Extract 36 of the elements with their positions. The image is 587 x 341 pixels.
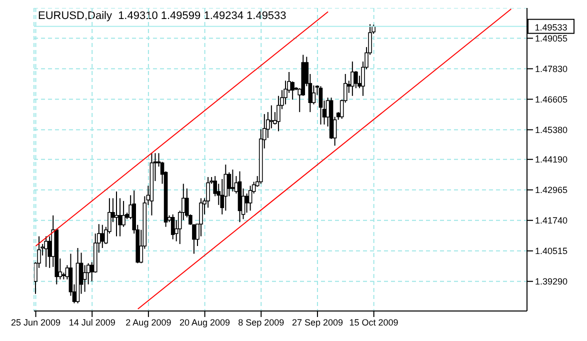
candlestick <box>270 104 274 129</box>
candlestick <box>170 214 175 240</box>
candlestick <box>248 185 252 212</box>
x-tick-label: 20 Aug 2009 <box>180 317 230 328</box>
x-tick-label: 2 Aug 2009 <box>126 317 172 328</box>
y-tick-label: 1.47830 <box>535 64 568 74</box>
y-tick-label: 1.39290 <box>535 276 568 287</box>
candlestick <box>82 264 87 292</box>
candlestick <box>350 61 354 96</box>
candlestick <box>290 80 294 100</box>
candlestick <box>244 192 249 214</box>
x-tick-label: 14 Jul 2009 <box>68 317 116 328</box>
candlestick <box>354 70 358 89</box>
y-tick-label: 1.42965 <box>535 185 568 196</box>
chart-title: EURUSD,Daily 1.49310 1.49599 1.49234 1.49533 <box>38 10 286 22</box>
candlestick <box>122 200 126 228</box>
y-tick-label: 1.49055 <box>535 33 568 44</box>
candlestick <box>318 86 323 126</box>
candlestick <box>114 190 118 237</box>
y-tick-label: 1.46605 <box>535 94 568 104</box>
x-tick-label: 27 Sep 2009 <box>292 317 343 328</box>
y-tick-label: 1.40515 <box>535 246 568 256</box>
y-tick-label: 1.45380 <box>535 124 568 135</box>
candlestick <box>100 224 104 249</box>
y-tick-label: 1.41740 <box>535 216 568 226</box>
candlestick <box>44 236 48 268</box>
candlestick <box>199 198 203 237</box>
x-tick-label: 25 Jun 2009 <box>10 317 61 328</box>
y-tick-label: 1.44190 <box>535 154 568 165</box>
candlestick <box>312 84 316 105</box>
candlestick <box>230 169 235 192</box>
ref-line-label: 1.49533 <box>534 22 568 32</box>
x-tick-label: 15 Oct 2009 <box>349 317 398 328</box>
candlestick <box>224 164 228 212</box>
x-tick-label: 8 Sep 2009 <box>238 317 284 328</box>
candlestick <box>227 172 232 197</box>
